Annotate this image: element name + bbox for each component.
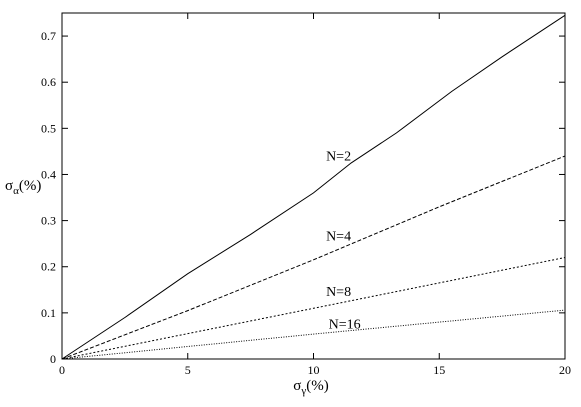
series-label: N=2	[326, 150, 351, 165]
x-tick-label: 10	[308, 363, 320, 377]
x-axis-label-subscript: γ	[300, 385, 306, 397]
y-axis-label-subscript: α	[13, 185, 19, 197]
series-group	[61, 14, 566, 360]
y-axis-label-unit: (%)	[19, 178, 42, 194]
x-tick-label: 0	[59, 363, 65, 377]
series-line-n-8	[61, 257, 566, 360]
axis-ticks: 0 5 10 15 20 0 0.1 0.2 0.3 0.4 0.5 0.6 0.7	[41, 13, 571, 377]
series-line-n-2	[61, 14, 566, 360]
x-tick-label: 15	[433, 363, 445, 377]
series-line-n-16	[61, 309, 566, 360]
series-line-n-4	[61, 155, 566, 360]
y-tick-label: 0	[50, 352, 56, 366]
y-tick-label: 0.1	[41, 306, 56, 320]
x-tick-label: 5	[185, 363, 191, 377]
y-axis-label-symbol: σ	[5, 178, 13, 194]
series-label: N=16	[329, 318, 361, 333]
x-axis-label-unit: (%)	[306, 378, 329, 394]
y-tick-label: 0.5	[41, 121, 56, 135]
series-labels: N=2 N=4 N=8 N=16	[326, 150, 361, 333]
x-axis-label: σγ(%)	[293, 378, 328, 397]
y-tick-label: 0.7	[41, 29, 56, 43]
y-axis-label: σα(%)	[5, 178, 41, 197]
x-tick-label: 20	[559, 363, 571, 377]
y-tick-label: 0.6	[41, 75, 56, 89]
y-tick-label: 0.3	[41, 214, 56, 228]
series-label: N=4	[326, 229, 351, 244]
y-tick-label: 0.2	[41, 260, 56, 274]
y-tick-label: 0.4	[41, 167, 56, 181]
x-axis-label-symbol: σ	[293, 378, 301, 394]
series-label: N=8	[326, 285, 351, 300]
